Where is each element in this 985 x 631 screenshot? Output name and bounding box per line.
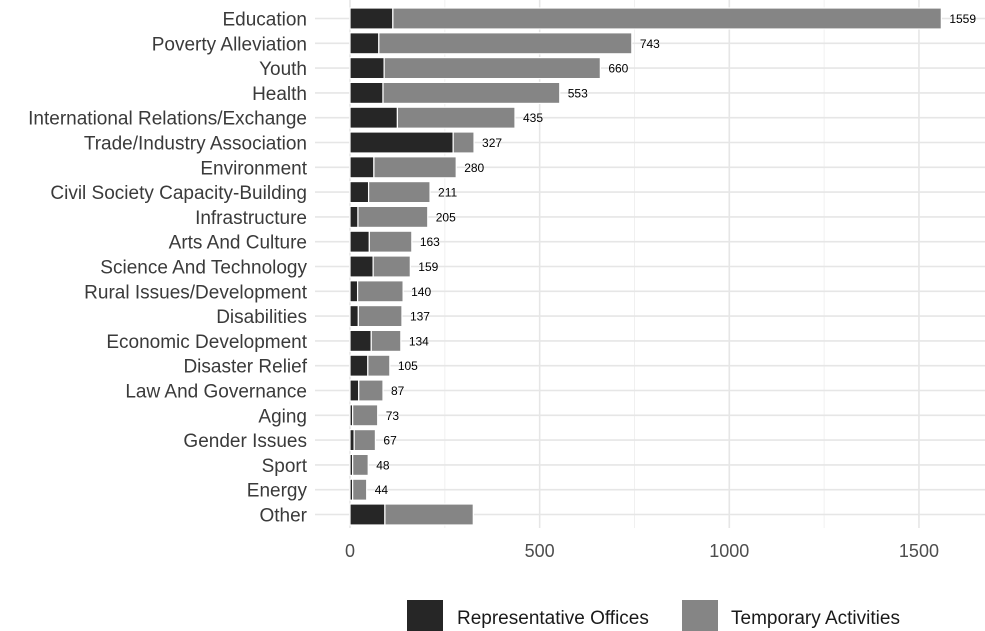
- x-tick-label: 1500: [899, 541, 939, 561]
- bar-youth-representative-offices: [349, 56, 385, 80]
- bar-law-and-governance-representative-offices: [349, 379, 360, 402]
- bar-disaster-relief-representative-offices: [349, 354, 369, 377]
- category-label-rural-issues-development: Rural Issues/Development: [84, 282, 308, 303]
- bar-disabilities-temporary-activities: [357, 305, 403, 328]
- x-axis-ticks: 0 500 1000 1500: [345, 541, 939, 561]
- data-label-economic-development: 134: [409, 334, 429, 348]
- data-label-science-and-technology: 159: [418, 260, 438, 274]
- data-label-international-relations-exchange: 435: [523, 111, 543, 125]
- data-label-health: 553: [568, 86, 588, 100]
- data-label-sport: 48: [376, 458, 390, 472]
- bar-disabilities-representative-offices: [349, 305, 359, 328]
- category-label-energy: Energy: [247, 481, 308, 502]
- bar-infrastructure-representative-offices: [349, 205, 359, 228]
- category-label-disabilities: Disabilities: [216, 307, 307, 328]
- category-label-civil-society-capacity-building: Civil Society Capacity-Building: [50, 183, 307, 204]
- bar-arts-and-culture-temporary-activities: [368, 230, 413, 253]
- legend: Representative Offices Temporary Activit…: [407, 600, 900, 631]
- category-label-disaster-relief: Disaster Relief: [183, 357, 307, 378]
- bar-infrastructure-temporary-activities: [357, 205, 429, 228]
- bar-rural-issues-development-representative-offices: [349, 280, 359, 303]
- bar-other-representative-offices: [349, 503, 386, 526]
- bar-other-temporary-activities: [384, 503, 474, 526]
- bar-environment-representative-offices: [349, 156, 375, 179]
- data-label-gender-issues: 67: [383, 434, 397, 448]
- data-label-infrastructure: 205: [436, 210, 456, 224]
- category-label-poverty-alleviation: Poverty Alleviation: [152, 34, 307, 55]
- data-label-aging: 73: [386, 409, 400, 423]
- data-label-disabilities: 137: [410, 310, 430, 324]
- bar-science-and-technology-temporary-activities: [372, 255, 411, 278]
- category-label-education: Education: [222, 10, 307, 31]
- category-label-aging: Aging: [258, 406, 307, 427]
- legend-swatch-temporary-activities: [682, 600, 718, 631]
- data-label-environment: 280: [464, 161, 484, 175]
- data-label-arts-and-culture: 163: [420, 235, 440, 249]
- category-label-trade-industry-association: Trade/Industry Association: [84, 134, 307, 155]
- data-label-education: 1559: [949, 12, 976, 26]
- bar-education-temporary-activities: [392, 7, 942, 30]
- bar-civil-society-capacity-building-temporary-activities: [367, 181, 431, 204]
- bar-poverty-alleviation-temporary-activities: [378, 32, 633, 55]
- bar-rural-issues-development-temporary-activities: [356, 280, 404, 303]
- bar-disaster-relief-temporary-activities: [367, 354, 391, 377]
- legend-label-representative-offices: Representative Offices: [457, 608, 649, 629]
- bar-international-relations-exchange-representative-offices: [349, 106, 399, 129]
- bar-law-and-governance-temporary-activities: [358, 379, 384, 402]
- bar-energy-temporary-activities: [352, 478, 368, 501]
- data-label-poverty-alleviation: 743: [640, 37, 660, 51]
- data-label-youth: 660: [608, 62, 628, 76]
- bar-economic-development-representative-offices: [349, 329, 372, 352]
- category-label-other: Other: [259, 506, 307, 527]
- x-tick-label: 500: [525, 541, 555, 561]
- category-label-sport: Sport: [262, 456, 308, 477]
- data-label-trade-industry-association: 327: [482, 136, 502, 150]
- bar-arts-and-culture-representative-offices: [349, 230, 370, 253]
- category-label-environment: Environment: [200, 158, 307, 179]
- bar-science-and-technology-representative-offices: [349, 255, 374, 278]
- bar-education-representative-offices: [349, 7, 394, 30]
- bar-youth-temporary-activities: [383, 56, 601, 80]
- bar-poverty-alleviation-representative-offices: [349, 32, 380, 55]
- category-label-international-relations-exchange: International Relations/Exchange: [28, 109, 307, 130]
- data-label-law-and-governance: 87: [391, 384, 405, 398]
- data-label-rural-issues-development: 140: [411, 285, 431, 299]
- category-label-arts-and-culture: Arts And Culture: [169, 233, 307, 254]
- bar-trade-industry-association-representative-offices: [349, 131, 454, 154]
- data-label-energy: 44: [375, 483, 389, 497]
- bar-trade-industry-association-temporary-activities: [452, 131, 475, 154]
- data-labels: 1559 743 660 553 435 327 280 211 205 163 159 140 137…: [375, 12, 977, 497]
- category-label-infrastructure: Infrastructure: [195, 208, 307, 229]
- category-label-health: Health: [252, 84, 307, 105]
- data-label-disaster-relief: 105: [398, 359, 418, 373]
- bar-gender-issues-representative-offices: [349, 429, 355, 452]
- bar-gender-issues-temporary-activities: [353, 429, 377, 452]
- legend-label-temporary-activities: Temporary Activities: [731, 608, 900, 629]
- category-label-science-and-technology: Science And Technology: [100, 258, 307, 279]
- bar-economic-development-temporary-activities: [370, 329, 402, 352]
- legend-swatch-representative-offices: [407, 600, 443, 631]
- bar-civil-society-capacity-building-representative-offices: [349, 181, 370, 204]
- bar-aging-temporary-activities: [352, 404, 379, 427]
- category-label-youth: Youth: [259, 59, 307, 80]
- bars: [349, 7, 942, 526]
- bar-international-relations-exchange-temporary-activities: [396, 106, 516, 129]
- bar-sport-temporary-activities: [352, 453, 369, 476]
- x-tick-label: 0: [345, 541, 355, 561]
- bar-health-temporary-activities: [382, 81, 561, 105]
- bar-health-representative-offices: [349, 81, 384, 105]
- category-labels: Education Poverty Alleviation Youth Health I…: [28, 10, 308, 527]
- x-tick-label: 1000: [709, 541, 749, 561]
- category-label-economic-development: Economic Development: [106, 332, 307, 353]
- category-label-gender-issues: Gender Issues: [183, 431, 307, 452]
- bar-environment-temporary-activities: [373, 156, 457, 179]
- data-label-civil-society-capacity-building: 211: [438, 186, 457, 200]
- category-label-law-and-governance: Law And Governance: [125, 382, 307, 403]
